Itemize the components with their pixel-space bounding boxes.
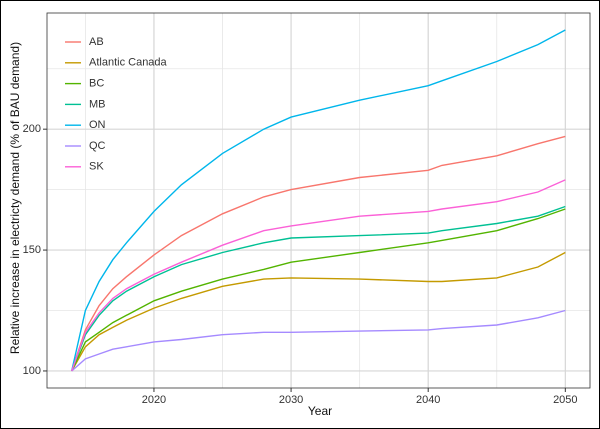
x-tick-label: 2050 xyxy=(553,394,577,406)
legend-label: MB xyxy=(89,98,106,110)
x-axis-title: Year xyxy=(308,404,332,418)
series-line xyxy=(71,205,566,372)
legend-label: Atlantic Canada xyxy=(89,57,168,69)
series-line xyxy=(71,251,566,372)
y-tick-label: 150 xyxy=(23,244,41,256)
legend-label: BC xyxy=(89,78,104,90)
legend-label: QC xyxy=(89,140,106,152)
y-tick-label: 200 xyxy=(23,123,41,135)
series-line xyxy=(71,29,566,372)
series-line xyxy=(71,208,566,372)
y-axis-title: Relative increase in electricty demand (… xyxy=(8,42,22,354)
x-tick-label: 2040 xyxy=(416,394,440,406)
series-line xyxy=(71,309,566,372)
y-tick-label: 100 xyxy=(23,365,41,377)
legend-label: ON xyxy=(89,119,106,131)
panel-border xyxy=(46,12,591,389)
series-line xyxy=(71,179,566,372)
legend-label: SK xyxy=(89,161,104,173)
legend-label: AB xyxy=(89,36,104,48)
x-tick-label: 2020 xyxy=(142,394,166,406)
series-line xyxy=(71,135,566,372)
x-tick-label: 2030 xyxy=(279,394,303,406)
